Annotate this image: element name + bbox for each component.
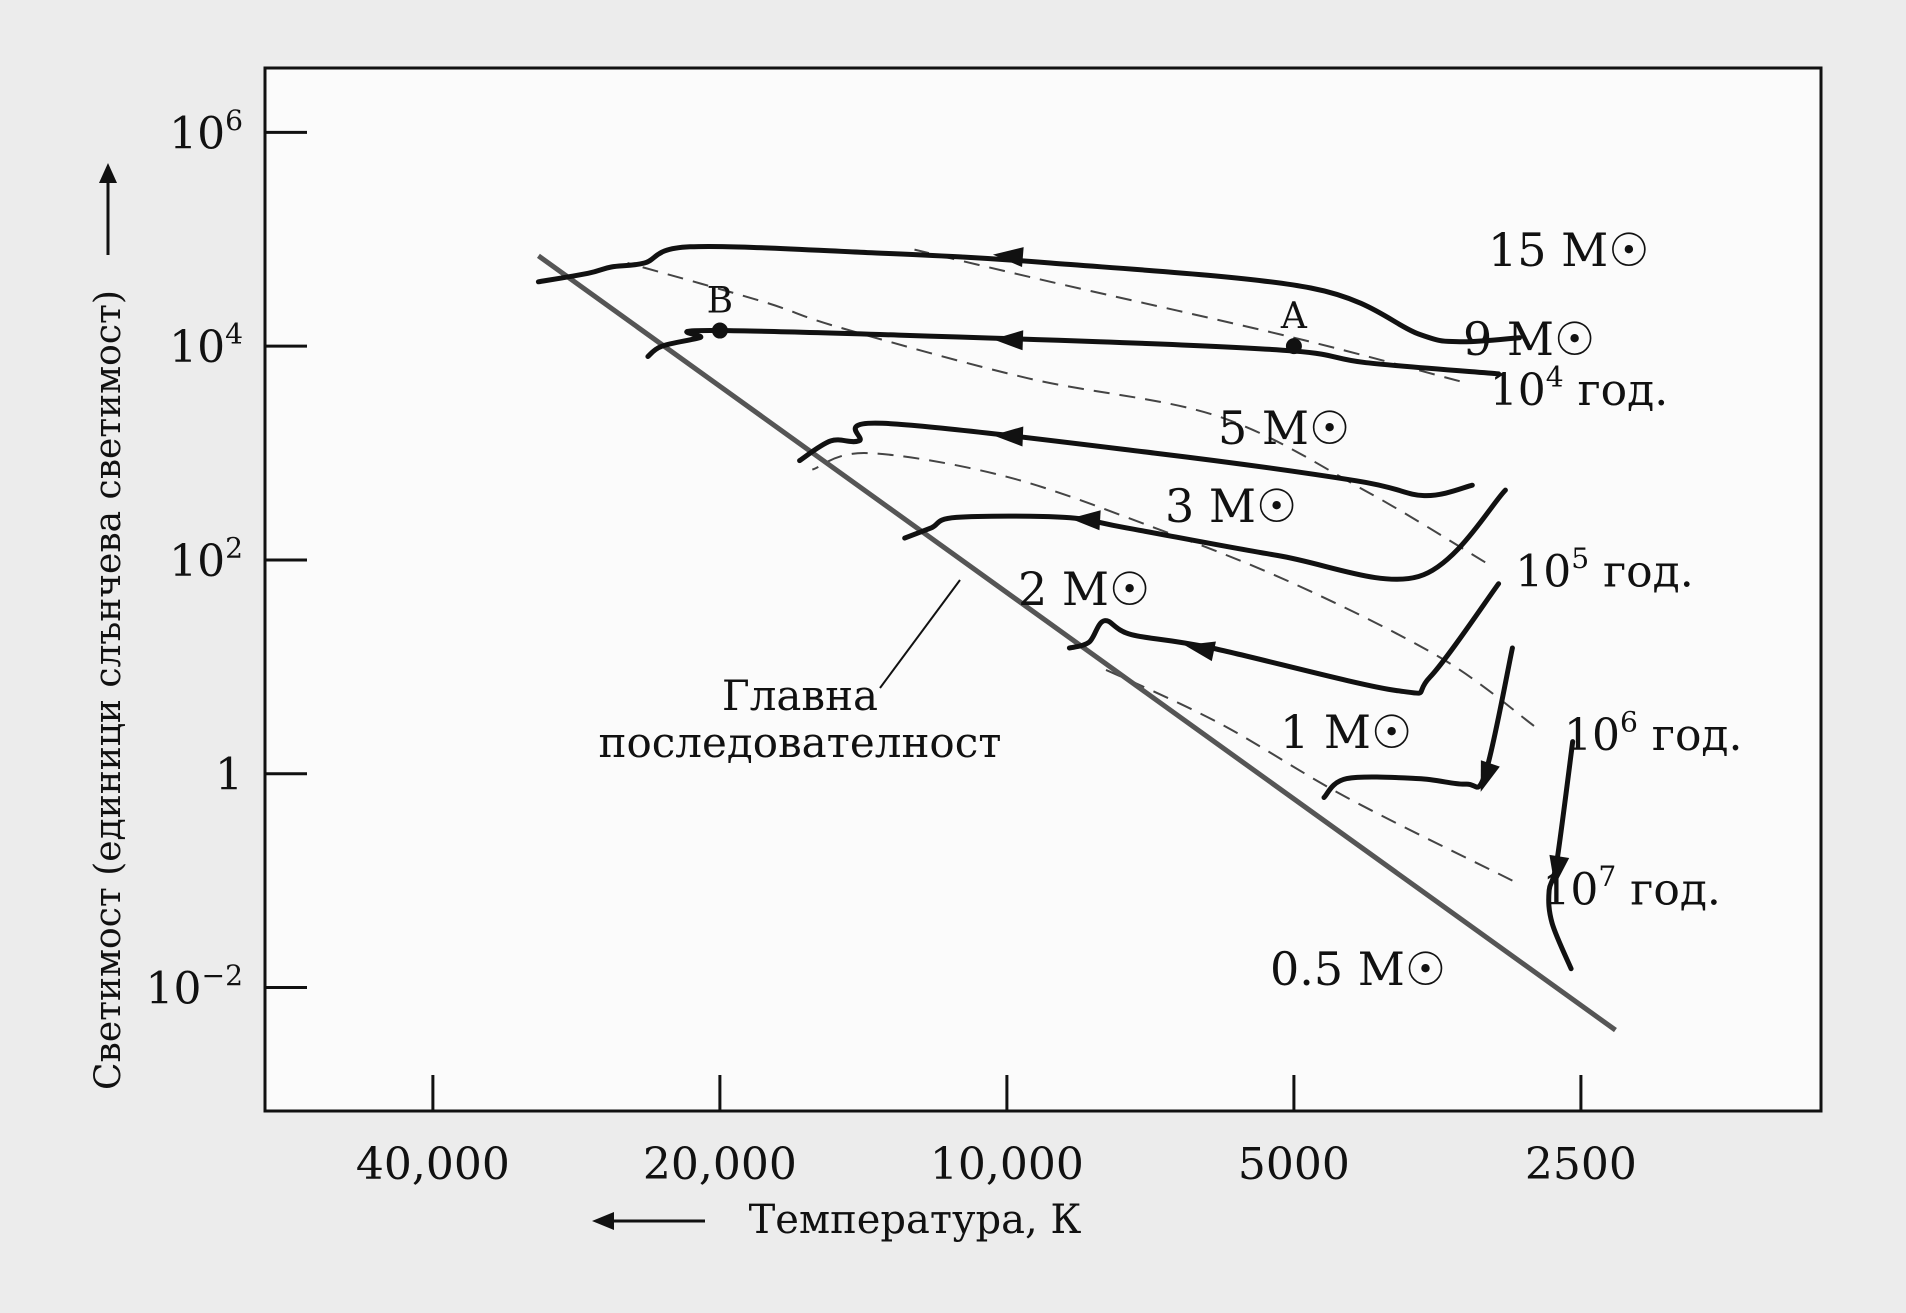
track-arrow-9-msun xyxy=(992,330,1024,351)
y-axis-direction-arrow xyxy=(99,163,117,255)
x-tick-label-10000: 10,000 xyxy=(930,1139,1084,1190)
x-axis-direction-arrow xyxy=(592,1212,705,1230)
track-0_5-msun xyxy=(1546,739,1576,972)
track-label-9-msun: 9 M☉ xyxy=(1463,312,1595,366)
x-tick-label-2500: 2500 xyxy=(1525,1139,1637,1190)
track-arrow-2-msun xyxy=(1184,641,1216,662)
track-arrow-0_5-msun xyxy=(1549,854,1570,887)
point-b xyxy=(711,322,728,339)
isochrone-line-4 xyxy=(1098,665,1513,882)
main-sequence-label-line2: последователност xyxy=(599,718,1002,767)
marked-points-layer: AB xyxy=(707,281,1308,355)
isochrone-line-1 xyxy=(914,248,1460,383)
track-arrow-5-msun xyxy=(992,426,1024,447)
track-arrow-1-msun xyxy=(1480,760,1500,792)
main-sequence-line xyxy=(536,253,1617,1033)
track-label-5-msun: 5 M☉ xyxy=(1218,401,1350,455)
track-label-1-msun: 1 M☉ xyxy=(1280,705,1412,759)
track-label-3-msun: 3 M☉ xyxy=(1165,479,1297,533)
y-tick-label-2: 104 xyxy=(169,318,243,373)
isochrone-line-3 xyxy=(811,452,1535,727)
y-tick-label-3: 102 xyxy=(169,531,243,586)
track-label-0_5-msun: 0.5 M☉ xyxy=(1270,942,1446,996)
y-tick-label-1: 106 xyxy=(169,104,243,159)
plot-frame xyxy=(263,66,1823,1113)
isochrone-label-2: 105 год. xyxy=(1515,542,1694,597)
y-tick-label-4: 1 xyxy=(215,750,243,801)
track-5-msun xyxy=(797,420,1475,499)
track-15-msun xyxy=(535,243,1522,345)
track-arrow-3-msun xyxy=(1070,510,1101,531)
main-sequence-label: Главна xyxy=(722,671,878,720)
track-label-2-msun: 2 M☉ xyxy=(1018,562,1150,616)
isochrone-label-3: 106 год. xyxy=(1564,705,1743,760)
x-axis-label: Температура, К xyxy=(749,1197,1082,1243)
track-9-msun xyxy=(645,327,1502,377)
y-tick-label-5: 10−2 xyxy=(145,959,243,1014)
track-label-15-msun: 15 M☉ xyxy=(1488,223,1650,277)
point-a xyxy=(1285,338,1302,355)
track-3-msun xyxy=(902,487,1508,582)
isochrone-layer: 104 год. 105 год. 106 год. 107 год. xyxy=(627,248,1743,916)
isochrone-label-1: 104 год. xyxy=(1490,361,1669,416)
track-1-msun xyxy=(1321,645,1515,800)
x-tick-label-40000: 40,000 xyxy=(356,1139,510,1190)
y-axis-label: Светимост (единици слънчева светимост) xyxy=(88,290,129,1090)
isochrone-label-4: 107 год. xyxy=(1542,860,1721,915)
isochrone-line-2 xyxy=(627,262,1486,564)
track-arrow-15-msun xyxy=(992,247,1024,268)
main-sequence-leader-line xyxy=(879,579,961,689)
point-label-a: A xyxy=(1280,296,1308,337)
axis-ticks-layer: 40,000 20,000 10,000 5000 2500 106 104 102 1 10−2 xyxy=(145,104,1636,1190)
x-tick-label-5000: 5000 xyxy=(1238,1139,1350,1190)
track-layer: 15 M☉ 9 M☉ 5 M☉ 3 M☉ 2 M☉ 1 M☉ 0.5 M☉ xyxy=(535,223,1650,996)
point-label-b: B xyxy=(707,281,733,322)
x-tick-label-20000: 20,000 xyxy=(643,1139,797,1190)
